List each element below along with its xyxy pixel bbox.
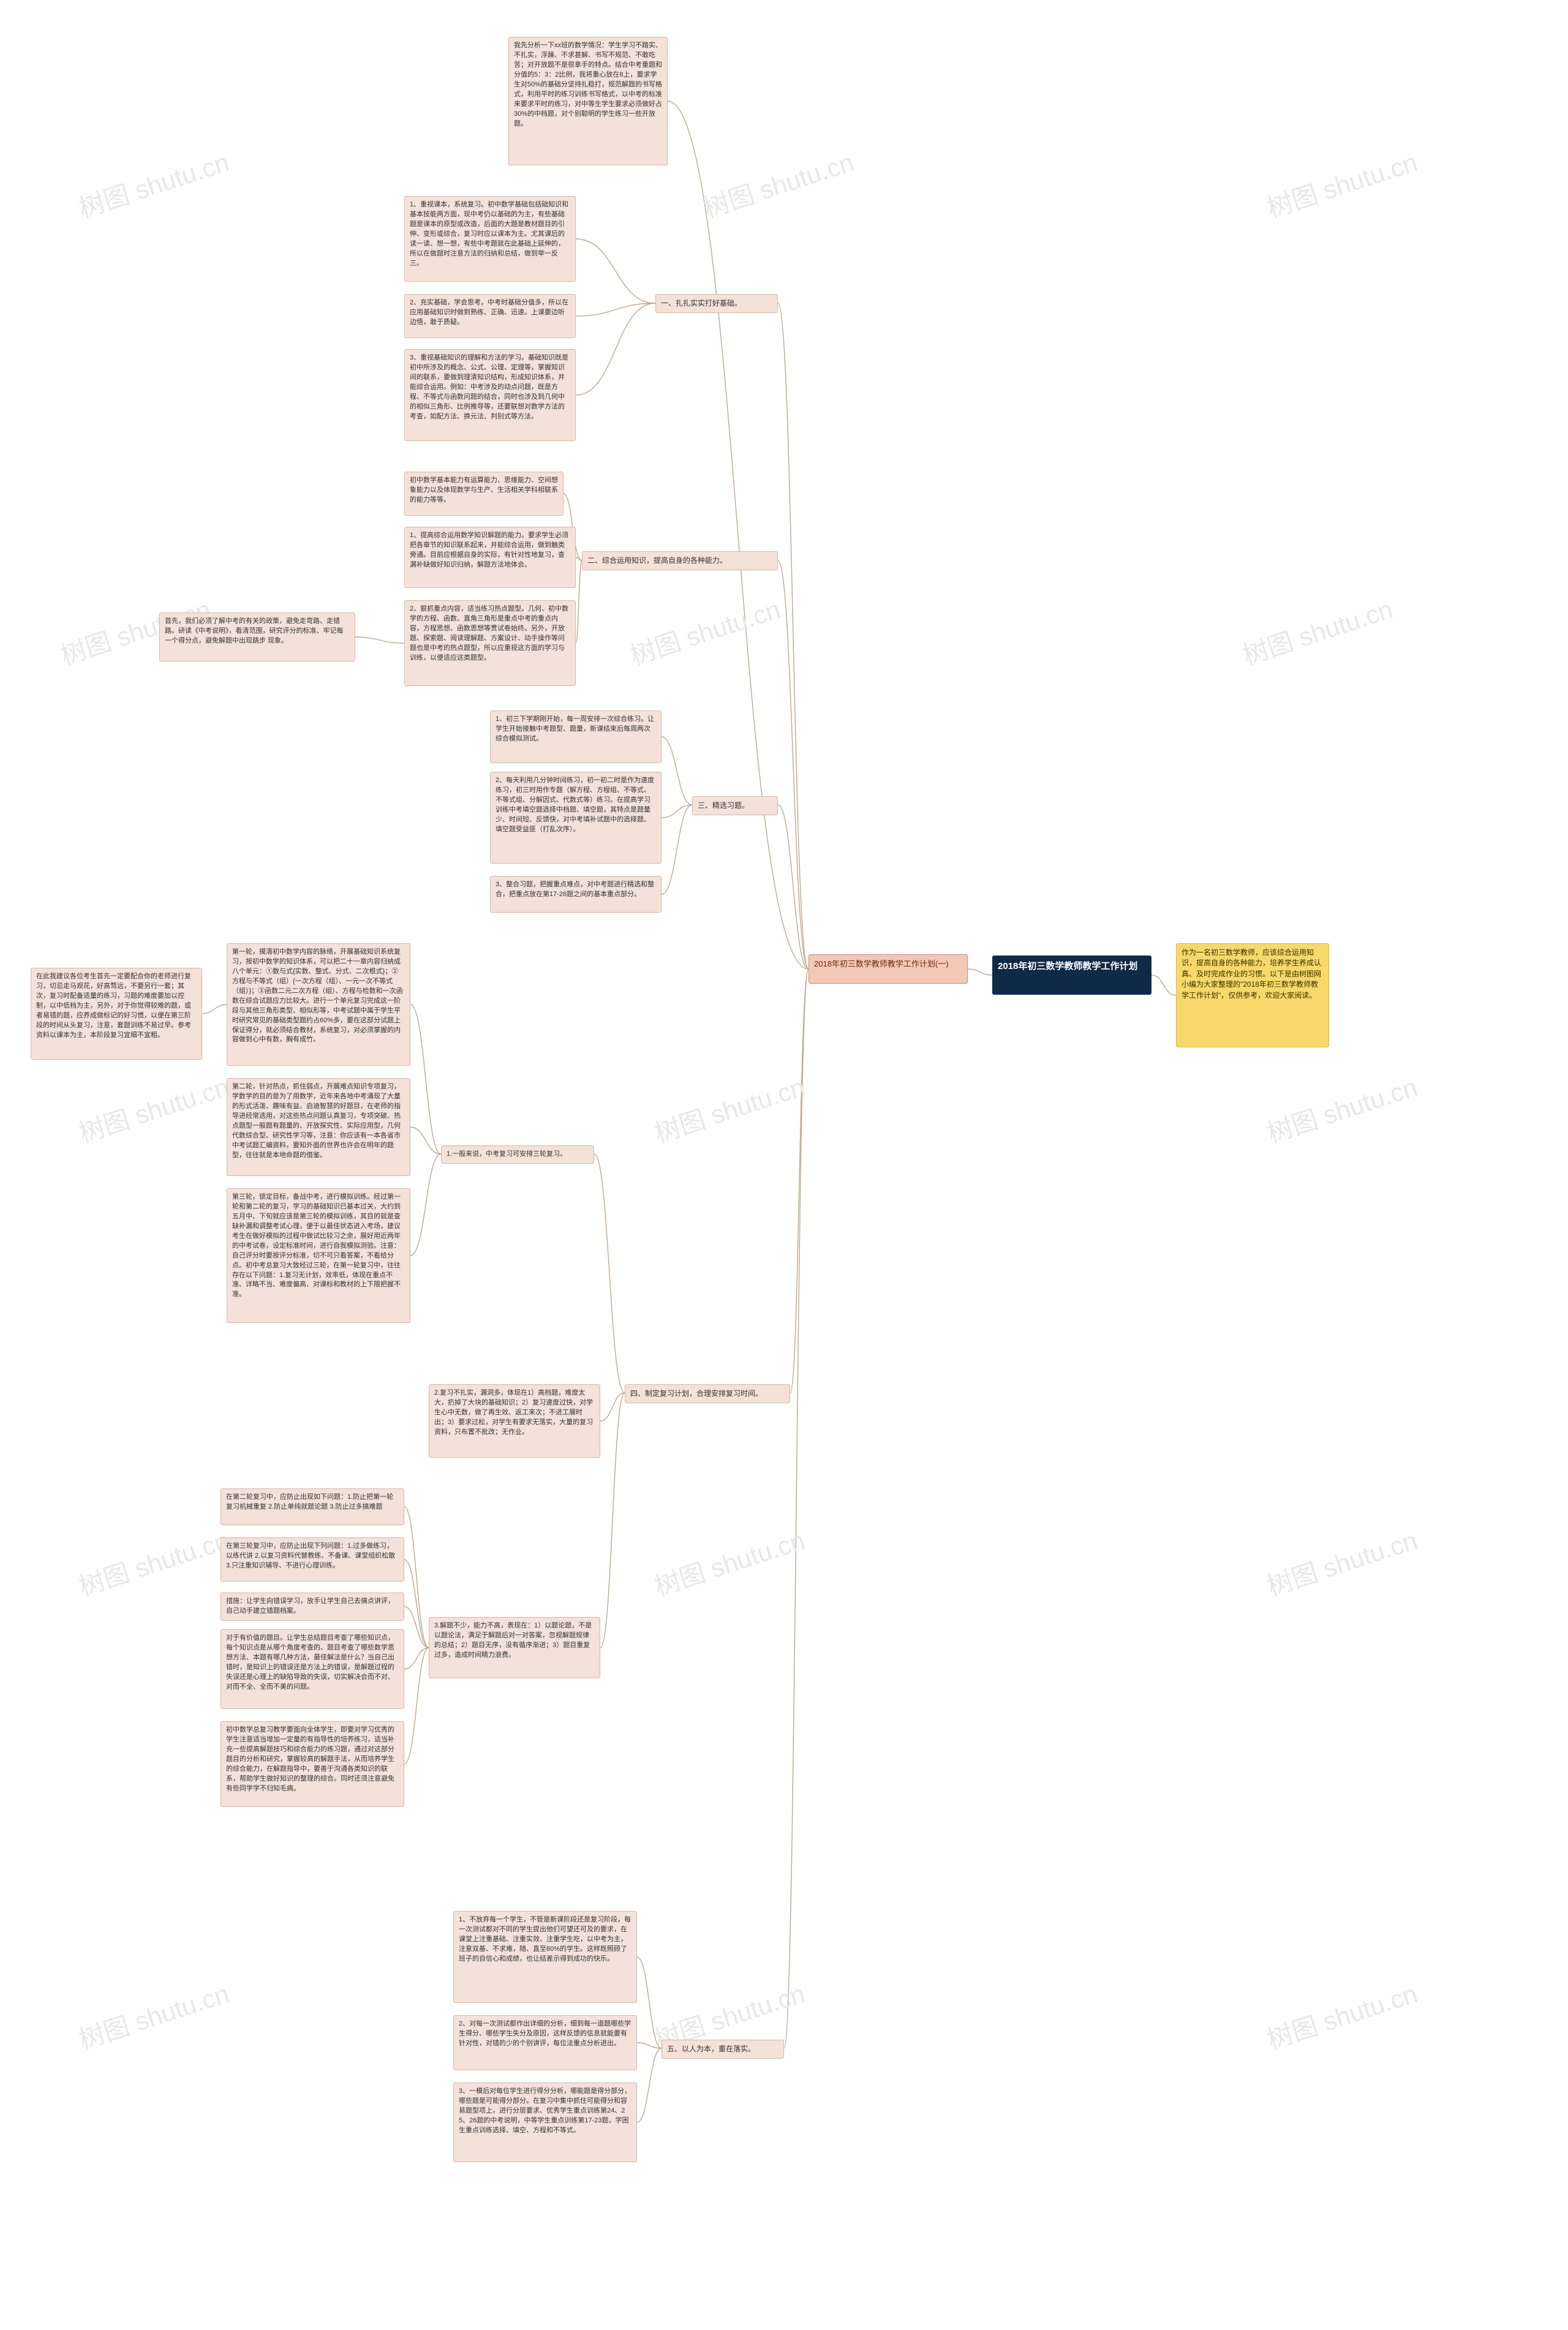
mindmap-node[interactable]: 3、整合习题，把握重点难点，对中考题进行精选和整合，把重点放在第17-26题之间… xyxy=(490,876,662,913)
mindmap-node[interactable]: 在此我建议各位考生首先一定要配合你的老师进行复习，切忌走马观花，好高骛远，不要另… xyxy=(31,968,202,1060)
edge xyxy=(637,1957,662,2048)
edge xyxy=(637,2048,662,2122)
mindmap-node[interactable]: 3.解题不少，能力不高，表现在：1）以题论题，不是以题论法，满足于解题后对一对答… xyxy=(429,1617,600,1678)
watermark: 树图 shutu.cn xyxy=(74,1066,233,1150)
edge xyxy=(968,969,992,975)
watermark: 树图 shutu.cn xyxy=(1262,1066,1422,1150)
mindmap-node[interactable]: 第二轮，针对热点，抓住弱点，开展难点知识专项复习，学数学的目的是为了用数学，近年… xyxy=(227,1078,410,1176)
watermark: 树图 shutu.cn xyxy=(1237,589,1397,673)
mindmap-node[interactable]: 1.一般来说，中考复习可安排三轮复习。 xyxy=(441,1145,594,1164)
edge xyxy=(1152,975,1176,995)
mindmap-node[interactable]: 初中数学总复习教学要面向全体学生，即要对学习优秀的学生注意适当增加一定量的有指导… xyxy=(221,1721,404,1807)
edge xyxy=(576,303,655,316)
edge xyxy=(600,1393,625,1648)
watermark: 树图 shutu.cn xyxy=(74,1973,233,2057)
mindmap-node[interactable]: 第三轮，锁定目标，备战中考，进行模拟训练。经过第一轮和第二轮的复习，学习的基础知… xyxy=(227,1188,410,1323)
mindmap-node[interactable]: 第一轮，摸清初中数学内容的脉络，开展基础知识系统复习，按初中数学的知识体系，可以… xyxy=(227,943,410,1066)
mindmap-node[interactable]: 措施：让学生向错误学习，放手让学生自己去搞点讲评，自己动手建立错题档案。 xyxy=(221,1593,404,1621)
mindmap-node[interactable]: 2、每天利用几分钟时间练习，初一初二时是作为速度练习，初三时用作专题（解方程、方… xyxy=(490,772,662,864)
watermark: 树图 shutu.cn xyxy=(1262,1973,1422,2057)
edge xyxy=(600,1393,625,1421)
watermark: 树图 shutu.cn xyxy=(649,1066,809,1150)
watermark: 树图 shutu.cn xyxy=(625,589,785,673)
edge xyxy=(404,1648,429,1764)
mindmap-node[interactable]: 1、不放弃每一个学生，不管是新课阶段还是复习阶段，每一次测试都对不同的学生提出他… xyxy=(453,1911,637,2003)
watermark: 树图 shutu.cn xyxy=(1262,1520,1422,1604)
mindmap-node[interactable]: 在第三轮复习中，应防止出现下列问题：1.过多做练习，以练代讲 2.以复习资料代替… xyxy=(221,1537,404,1582)
mindmap-node[interactable]: 2、充实基础，学会思考。中考时基础分值多，所以在应用基础知识时做到熟练、正确、迅… xyxy=(404,294,576,338)
mindmap-node[interactable]: 3、重视基础知识的理解和方法的学习。基础知识既是初中所涉及的概念、公式、公理、定… xyxy=(404,349,576,441)
mindmap-node[interactable]: 1、提高综合运用数学知识解题的能力。要求学生必须把各章节的知识联系起来，并能综合… xyxy=(404,527,576,588)
mindmap-node[interactable]: 首先，我们必须了解中考的有关的政策，避免走弯路、走错路。研读《中考说明》，看清范… xyxy=(159,613,355,662)
edge xyxy=(355,637,404,643)
edge xyxy=(594,1154,625,1393)
edge xyxy=(202,1005,227,1014)
edge xyxy=(410,1127,441,1154)
edge xyxy=(576,560,582,643)
edge xyxy=(404,1507,429,1648)
mindmap-node[interactable]: 1、重视课本，系统复习。初中数学基础包括础知识和基本技能两方面，现中考仍以基础的… xyxy=(404,196,576,282)
edge xyxy=(576,239,655,303)
mindmap-canvas: 树图 shutu.cn 树图 shutu.cn 树图 shutu.cn 树图 shut… xyxy=(0,0,1568,2330)
edge xyxy=(662,805,692,818)
mindmap-node[interactable]: 一、扎扎实实打好基础。 xyxy=(655,294,778,313)
mindmap-node[interactable]: 初中数学基本能力有运算能力、思维能力、空间想象能力以及体现数学与生产、生活相关学… xyxy=(404,472,564,516)
edge xyxy=(637,2043,662,2048)
edge xyxy=(790,969,809,1393)
watermark: 树图 shutu.cn xyxy=(698,141,858,225)
edge xyxy=(778,560,809,969)
watermark: 树图 shutu.cn xyxy=(74,141,233,225)
watermark: 树图 shutu.cn xyxy=(649,1520,809,1604)
mindmap-node[interactable]: 五、以人为本，重在落实。 xyxy=(662,2040,784,2059)
mindmap-node[interactable]: 2、狠抓重点内容，适当练习热点题型。几何、初中数学的方程、函数、直角三角形是重点… xyxy=(404,600,576,686)
mindmap-node[interactable]: 3、一模后对每位学生进行得分分析，哪能题是得分部分，哪些题是可能得分部分。在复习… xyxy=(453,2083,637,2162)
mindmap-node[interactable]: 作为一名初三数学教师，应该综合运用知识，提高自身的各种能力，培养学生养成认真、及… xyxy=(1176,943,1329,1047)
edge xyxy=(410,1005,441,1154)
edge xyxy=(410,1154,441,1256)
watermark: 树图 shutu.cn xyxy=(1262,141,1422,225)
edge xyxy=(784,969,809,2048)
edge xyxy=(778,303,809,969)
edge xyxy=(576,303,655,395)
edge xyxy=(404,1648,429,1669)
mindmap-node[interactable]: 对于有价值的题目。让学生总结题目考查了哪些知识点，每个知识点是从哪个角度考查的、… xyxy=(221,1629,404,1709)
mindmap-node[interactable]: 2、对每一次测试都作出详细的分析，细到每一道题哪些学生得分、哪些学生失分及原因，… xyxy=(453,2015,637,2070)
mindmap-node[interactable]: 在第二轮复习中，应防止出现如下问题：1.防止把第一轮复习机械重复 2.防止单纯就… xyxy=(221,1488,404,1525)
edge xyxy=(404,1559,429,1648)
edge xyxy=(576,557,582,560)
edge xyxy=(668,101,809,969)
mindmap-node[interactable]: 2018年初三数学教师教学工作计划(一) xyxy=(809,954,968,984)
mindmap-node[interactable]: 四、制定复习计划，合理安排复习时间。 xyxy=(625,1384,790,1403)
edge xyxy=(662,805,692,894)
edge xyxy=(778,805,809,969)
edge xyxy=(662,737,692,805)
mindmap-node[interactable]: 二、综合运用知识，提高自身的各种能力。 xyxy=(582,551,778,570)
mindmap-node[interactable]: 1、初三下学期刚开始，每一周安排一次综合练习。让学生开始接触中考题型、题量，新课… xyxy=(490,711,662,763)
mindmap-node[interactable]: 三、精选习题。 xyxy=(692,796,778,815)
edge xyxy=(404,1607,429,1648)
mindmap-node[interactable]: 我先分析一下xx班的数学情况：学生学习不踏实、不扎实，浮躁、不求甚解、书写不规范… xyxy=(508,37,668,165)
mindmap-node[interactable]: 2018年初三数学教师教学工作计划 xyxy=(992,956,1152,995)
mindmap-node[interactable]: 2.复习不扎实，漏洞多，体现在1）高档题，难度太大，扔掉了大块的基础知识；2）复… xyxy=(429,1384,600,1458)
watermark: 树图 shutu.cn xyxy=(74,1520,233,1604)
